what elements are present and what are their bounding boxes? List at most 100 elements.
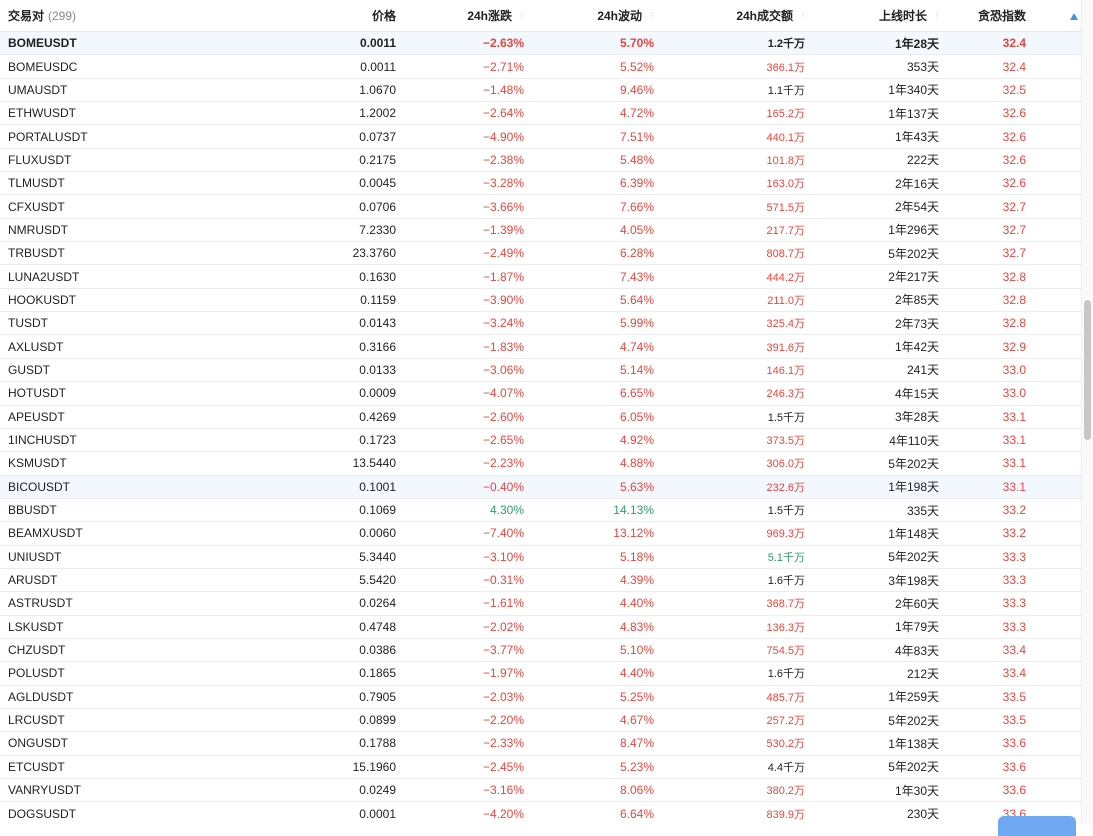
fear-greed-cell: 32.6	[1002, 129, 1026, 144]
amount-cell: 101.8万	[766, 154, 805, 167]
fear-greed-cell: 32.5	[1002, 82, 1026, 97]
symbol-cell: FLUXUSDT	[8, 152, 72, 167]
sort-icon: ⋮	[799, 11, 807, 20]
table-row[interactable]: NMRUSDT 7.2330 −1.39% 4.05% 217.7万 1年296天 32.7	[0, 219, 1081, 243]
amount-cell: 232.6万	[766, 481, 805, 494]
table-row[interactable]: CFXUSDT 0.0706 −3.66% 7.66% 571.5万 2年54天 32.7	[0, 195, 1081, 219]
table-row[interactable]: BOMEUSDT 0.0011 −2.63% 5.70% 1.2千万 1年28天 32.4	[0, 32, 1081, 56]
table-row[interactable]: UMAUSDT 1.0670 −1.48% 9.46% 1.1千万 1年340天 32.5	[0, 79, 1081, 103]
sort-icon: ⋮	[933, 11, 941, 20]
change-cell: −1.87%	[482, 269, 524, 284]
price-cell: 15.1960	[352, 759, 396, 774]
table-row[interactable]: HOOKUSDT 0.1159 −3.90% 5.64% 211.0万 2年85天 32.8	[0, 289, 1081, 313]
table-row[interactable]: TLMUSDT 0.0045 −3.28% 6.39% 163.0万 2年16天 32.6	[0, 172, 1081, 196]
fear-greed-cell: 32.4	[1002, 36, 1026, 51]
listed-cell: 5年202天	[888, 456, 939, 471]
price-cell: 0.0899	[359, 713, 396, 728]
table-row[interactable]: HOTUSDT 0.0009 −4.07% 6.65% 246.3万 4年15天 33.0	[0, 382, 1081, 406]
volatility-cell: 4.83%	[619, 619, 654, 634]
symbol-cell: ETHWUSDT	[8, 106, 76, 121]
column-header-symbol-label: 交易对	[8, 9, 45, 23]
amount-cell: 380.2万	[766, 785, 805, 798]
table-row[interactable]: BBUSDT 0.1069 4.30% 14.13% 1.5千万 335天 33.2	[0, 499, 1081, 523]
price-cell: 0.1001	[359, 479, 396, 494]
symbol-cell: 1INCHUSDT	[8, 433, 77, 448]
fear-greed-cell: 33.1	[1002, 409, 1026, 424]
fear-greed-cell: 33.6	[1002, 736, 1026, 751]
table-row[interactable]: POLUSDT 0.1865 −1.97% 4.40% 1.6千万 212天 33.4	[0, 662, 1081, 686]
fear-greed-cell: 33.4	[1002, 666, 1026, 681]
volatility-cell: 14.13%	[613, 503, 654, 518]
table-row[interactable]: GUSDT 0.0133 −3.06% 5.14% 146.1万 241天 33.0	[0, 359, 1081, 383]
symbol-cell: UNIUSDT	[8, 549, 62, 564]
volatility-cell: 5.25%	[619, 689, 654, 704]
symbol-cell: NMRUSDT	[8, 222, 68, 237]
table-row[interactable]: BOMEUSDC 0.0011 −2.71% 5.52% 366.1万 353天 32.4	[0, 55, 1081, 79]
table-row[interactable]: TRBUSDT 23.3760 −2.49% 6.28% 808.7万 5年202天 32.…	[0, 242, 1081, 266]
amount-cell: 217.7万	[766, 224, 805, 237]
change-cell: −3.16%	[482, 783, 524, 798]
price-cell: 0.0011	[360, 59, 396, 74]
listed-cell: 1年79天	[894, 620, 939, 635]
change-cell: −1.83%	[482, 339, 524, 354]
change-cell: −1.97%	[482, 666, 524, 681]
table-row[interactable]: AXLUSDT 0.3166 −1.83% 4.74% 391.6万 1年42天 32.9	[0, 335, 1081, 359]
change-cell: −3.28%	[482, 176, 524, 191]
fear-greed-cell: 33.6	[1002, 783, 1026, 798]
amount-cell: 368.7万	[766, 598, 805, 611]
column-header-amount[interactable]: 24h成交额 ⋮	[660, 0, 807, 31]
table-row[interactable]: AGLDUSDT 0.7905 −2.03% 5.25% 485.7万 1年259天 33.…	[0, 686, 1081, 709]
volatility-cell: 6.28%	[619, 246, 654, 261]
table-row[interactable]: ARUSDT 5.5420 −0.31% 4.39% 1.6千万 3年198天 33.3	[0, 569, 1081, 593]
column-header-listed-label: 上线时长	[878, 9, 927, 23]
symbol-cell: UMAUSDT	[8, 82, 68, 97]
amount-cell: 485.7万	[766, 691, 805, 704]
price-cell: 0.0264	[359, 596, 396, 611]
amount-cell: 839.9万	[766, 808, 805, 821]
table-row[interactable]: ONGUSDT 0.1788 −2.33% 8.47% 530.2万 1年138天 33.6	[0, 732, 1081, 756]
price-cell: 0.0001	[359, 806, 396, 821]
table-row[interactable]: LSKUSDT 0.4748 −2.02% 4.83% 136.3万 1年79天 33.3	[0, 616, 1081, 639]
table-row[interactable]: UNIUSDT 5.3440 −3.10% 5.18% 5.1千万 5年202天 33.3	[0, 546, 1081, 569]
sort-ascending-icon[interactable]	[1070, 13, 1078, 20]
table-row[interactable]: CHZUSDT 0.0386 −3.77% 5.10% 754.5万 4年83天 33.4	[0, 639, 1081, 663]
table-row[interactable]: 1INCHUSDT 0.1723 −2.65% 4.92% 373.5万 4年110天 33…	[0, 429, 1081, 453]
floating-action-button[interactable]	[998, 816, 1076, 836]
symbol-cell: ETCUSDT	[8, 759, 65, 774]
table-row[interactable]: DOGSUSDT 0.0001 −4.20% 6.64% 839.9万 230天 33.6	[0, 802, 1081, 825]
listed-cell: 2年73天	[894, 316, 939, 331]
table-row[interactable]: PORTALUSDT 0.0737 −4.90% 7.51% 440.1万 1年43天 32…	[0, 125, 1081, 149]
column-header-price[interactable]: 价格	[240, 0, 396, 31]
fear-greed-cell: 32.6	[1002, 106, 1026, 121]
change-cell: −3.90%	[482, 292, 524, 307]
price-cell: 0.0045	[359, 176, 396, 191]
symbol-cell: APEUSDT	[8, 409, 65, 424]
column-header-fear-greed[interactable]: 贪恐指数	[945, 0, 1026, 31]
table-row[interactable]: LUNA2USDT 0.1630 −1.87% 7.43% 444.2万 2年217天 32…	[0, 265, 1081, 289]
table-row[interactable]: KSMUSDT 13.5440 −2.23% 4.88% 306.0万 5年202天 33.…	[0, 452, 1081, 476]
price-cell: 0.7905	[359, 689, 396, 704]
amount-cell: 5.1千万	[767, 551, 805, 564]
table-row[interactable]: VANRYUSDT 0.0249 −3.16% 8.06% 380.2万 1年30天 33.…	[0, 779, 1081, 803]
table-row[interactable]: BICOUSDT 0.1001 −0.40% 5.63% 232.6万 1年198天 33.…	[0, 475, 1081, 499]
price-cell: 0.0386	[359, 643, 396, 658]
table-row[interactable]: ASTRUSDT 0.0264 −1.61% 4.40% 368.7万 2年60天 33.3	[0, 592, 1081, 616]
fear-greed-cell: 33.5	[1002, 713, 1026, 728]
table-row[interactable]: ETHWUSDT 1.2002 −2.64% 4.72% 165.2万 1年137天 32.…	[0, 102, 1081, 126]
column-header-listed[interactable]: 上线时长 ⋮	[810, 0, 941, 31]
fear-greed-cell: 33.3	[1002, 549, 1026, 564]
amount-cell: 146.1万	[766, 364, 805, 377]
column-header-change[interactable]: 24h涨跌 ⋮	[400, 0, 526, 31]
scrollbar-thumb[interactable]	[1084, 300, 1091, 440]
table-row[interactable]: LRCUSDT 0.0899 −2.20% 4.67% 257.2万 5年202天 33.5	[0, 709, 1081, 733]
column-header-volatility[interactable]: 24h波动 ⋮	[530, 0, 656, 31]
fear-greed-cell: 32.7	[1002, 222, 1026, 237]
volatility-cell: 7.51%	[619, 129, 654, 144]
table-row[interactable]: FLUXUSDT 0.2175 −2.38% 5.48% 101.8万 222天 32.6	[0, 149, 1081, 173]
column-header-symbol[interactable]: 交易对 (299)	[8, 0, 228, 31]
table-row[interactable]: BEAMXUSDT 0.0060 −7.40% 13.12% 969.3万 1年148天 3…	[0, 522, 1081, 546]
table-row[interactable]: APEUSDT 0.4269 −2.60% 6.05% 1.5千万 3年28天 33.1	[0, 406, 1081, 429]
table-row[interactable]: ETCUSDT 15.1960 −2.45% 5.23% 4.4千万 5年202天 33.6	[0, 756, 1081, 779]
table-row[interactable]: TUSDT 0.0143 −3.24% 5.99% 325.4万 2年73天 32.8	[0, 312, 1081, 336]
price-cell: 0.1630	[359, 269, 396, 284]
